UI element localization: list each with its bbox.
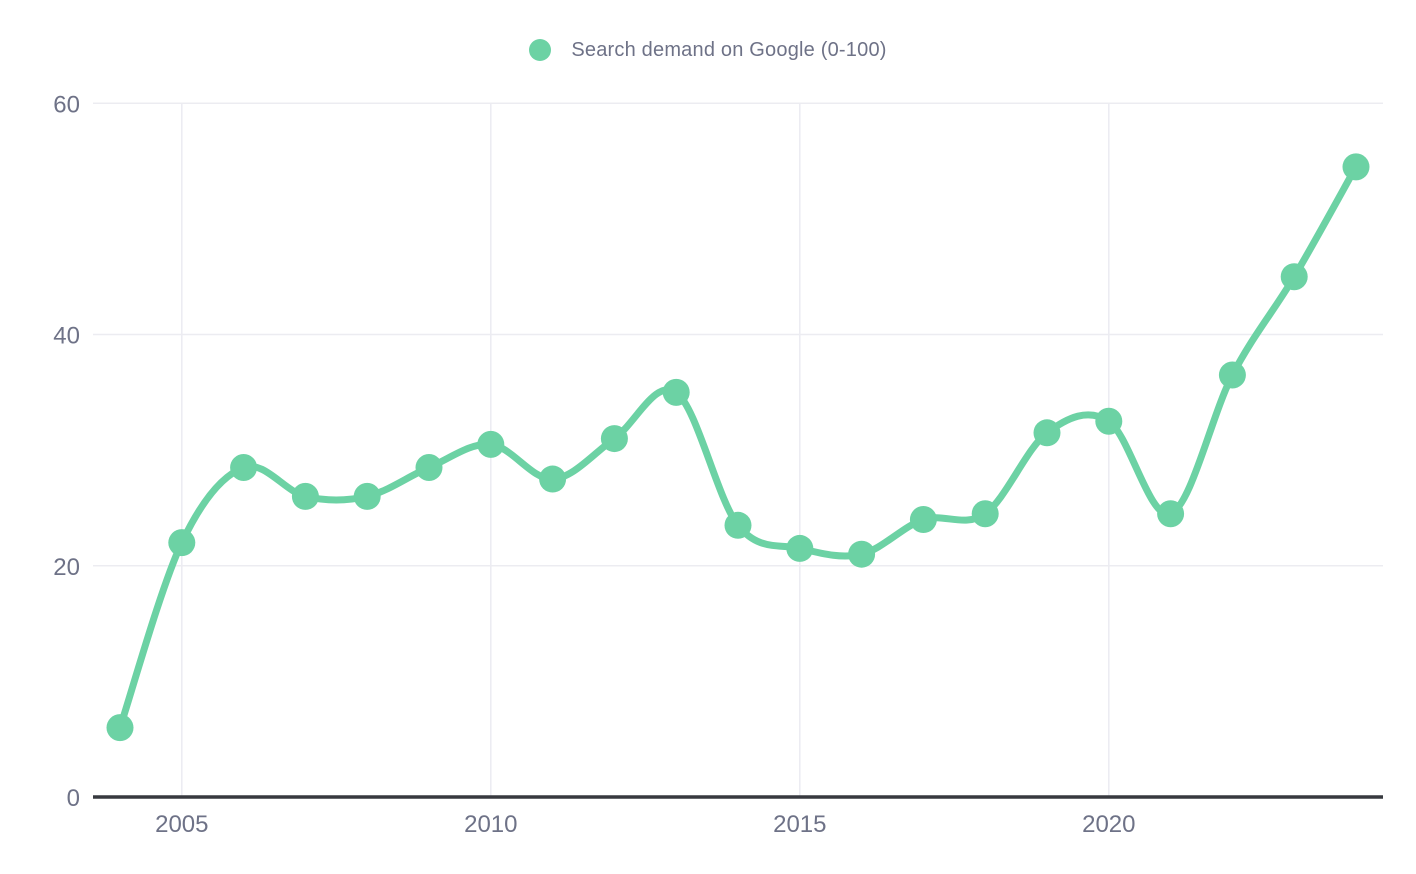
x-tick-label-2015: 2015 [773,811,826,838]
data-point-2022[interactable] [1218,361,1246,389]
legend-item[interactable]: Search demand on Google (0-100) [0,38,1416,62]
x-tick-label-2010: 2010 [464,811,517,838]
data-point-2021[interactable] [1157,500,1185,528]
data-point-2004[interactable] [106,714,134,742]
data-point-2005[interactable] [168,529,196,557]
y-tick-label-60: 60 [53,91,80,118]
data-point-2012[interactable] [600,425,628,453]
y-tick-label-20: 20 [53,554,80,581]
data-point-2017[interactable] [909,506,937,534]
data-point-2015[interactable] [786,534,814,562]
data-point-2009[interactable] [415,453,443,481]
x-tick-label-2020: 2020 [1082,811,1135,838]
data-point-2013[interactable] [662,378,690,406]
data-point-2018[interactable] [971,500,999,528]
x-tick-label-2005: 2005 [155,811,208,838]
data-point-2024[interactable] [1342,153,1370,181]
data-point-2016[interactable] [848,540,876,568]
data-point-2011[interactable] [539,465,567,493]
series-line [116,163,1360,732]
data-point-2008[interactable] [353,482,381,510]
data-point-2020[interactable] [1095,407,1123,435]
legend-marker-icon [529,39,552,61]
data-point-2007[interactable] [291,482,319,510]
data-point-2006[interactable] [230,453,258,481]
data-point-2019[interactable] [1033,419,1061,447]
data-point-2014[interactable] [724,511,752,539]
y-tick-label-40: 40 [53,323,80,350]
y-tick-label-0: 0 [67,785,80,812]
data-point-2023[interactable] [1280,263,1308,291]
data-point-2010[interactable] [477,430,505,458]
legend-label: Search demand on Google (0-100) [571,39,887,61]
